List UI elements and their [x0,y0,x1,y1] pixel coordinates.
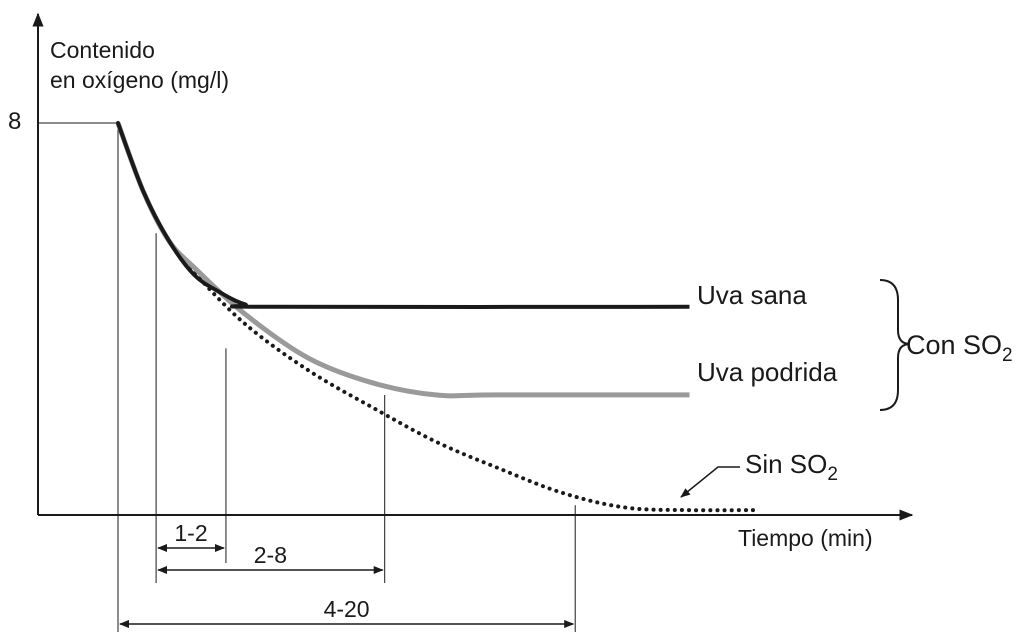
sin-so2-leader [680,466,740,498]
series-layer [115,121,755,513]
y-axis-title-line2: en oxígeno (mg/l) [50,67,229,93]
x-axis-title: Tiempo (min) [738,525,873,551]
series-line-2 [116,121,755,513]
range-arrows: 1-2 2-8 4-20 [119,520,575,628]
y-tick-label-8: 8 [8,108,21,135]
y-axis-title-line1: Contenido [50,37,155,63]
con-so2-brace [879,279,911,411]
series-line-0 [116,122,690,309]
range-label-1: 2-8 [254,542,287,568]
range-label-2: 4-20 [324,596,370,622]
series-label-uva-podrida: Uva podrida [697,357,838,387]
series-label-sin-so2: Sin SO2 [745,449,838,485]
series-line-1 [115,122,690,399]
bracket-label-con-so2: Con SO2 [906,330,1013,366]
bracket-label-sub: 2 [1002,345,1013,366]
sin-label-sub: 2 [827,464,838,485]
sin-label-prefix: Sin SO [745,449,827,479]
reference-lines [117,123,576,632]
bracket-label-prefix: Con SO [906,330,1002,360]
series-label-uva-sana: Uva sana [697,280,807,310]
range-label-0: 1-2 [174,520,207,546]
